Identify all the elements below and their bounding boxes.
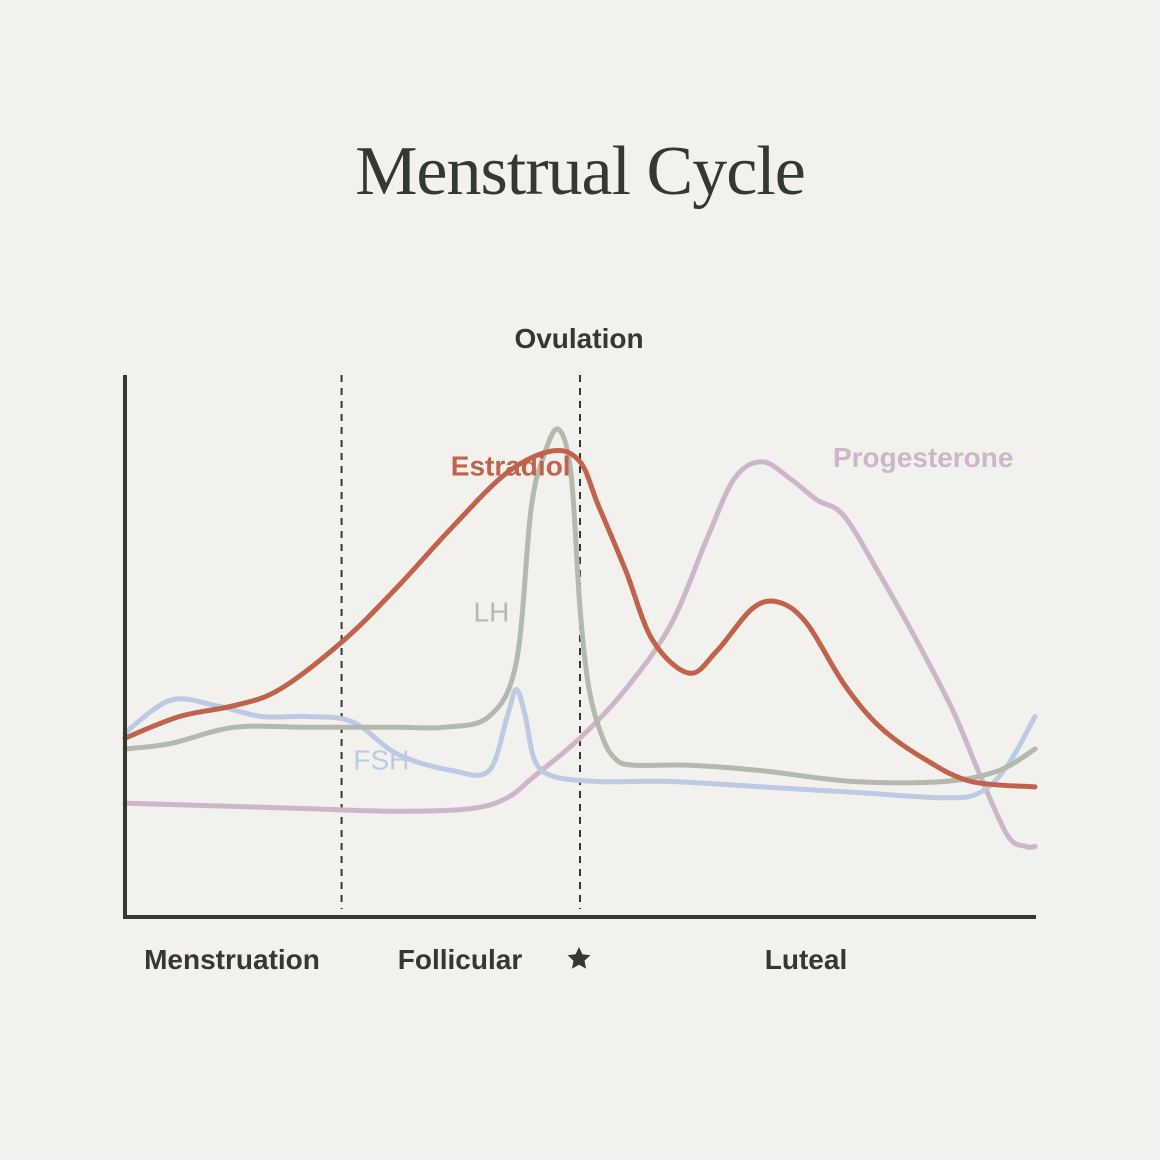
series-label-fsh: FSH: [353, 745, 409, 776]
chart-title: Menstrual Cycle: [355, 133, 806, 210]
series-line-progesterone: [122, 459, 1038, 850]
phase-label-follicular: Follicular: [398, 944, 523, 975]
hormone-series: [122, 426, 1038, 850]
ovulation-label: Ovulation: [514, 323, 643, 354]
series-line-fsh: [122, 686, 1038, 801]
axes: [123, 375, 1036, 919]
phase-label-menstruation: Menstruation: [144, 944, 320, 975]
phase-label-luteal: Luteal: [765, 944, 847, 975]
series-label-progesterone: Progesterone: [833, 442, 1014, 473]
series-labels: Progesterone FSH LH Estradiol: [353, 442, 1013, 775]
series-label-estradiol: Estradiol: [451, 450, 571, 481]
series-label-lh: LH: [474, 597, 510, 628]
series-line-lh: [122, 426, 1038, 786]
star-icon: [567, 947, 591, 969]
series-line-estradiol: [122, 447, 1038, 790]
